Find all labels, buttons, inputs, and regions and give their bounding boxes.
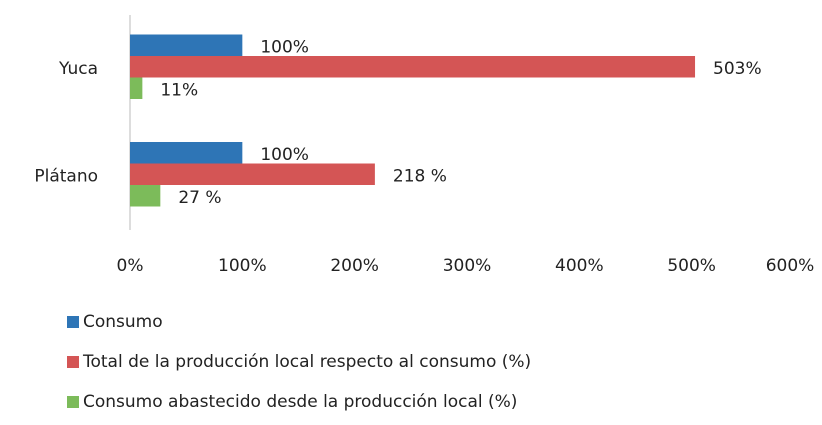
bar	[130, 142, 243, 164]
bar	[130, 34, 243, 56]
bar	[130, 163, 375, 185]
x-tick-label: 400%	[555, 256, 604, 276]
legend-swatch	[67, 316, 79, 328]
value-label: 100%	[260, 37, 309, 57]
legend-label: Consumo	[83, 312, 163, 332]
y-tick-label: Yuca	[58, 59, 98, 79]
bar	[130, 185, 161, 207]
x-tick-label: 100%	[218, 256, 267, 276]
value-label: 27 %	[178, 188, 221, 208]
x-tick-label: 0%	[117, 256, 144, 276]
x-tick-label: 300%	[443, 256, 492, 276]
legend-label: Consumo abastecido desde la producción l…	[83, 392, 517, 412]
value-label: 100%	[260, 145, 309, 165]
value-label: 11%	[160, 80, 198, 100]
y-tick-label: Plátano	[34, 166, 98, 186]
bar	[130, 56, 696, 78]
legend-swatch	[67, 356, 79, 368]
x-tick-label: 200%	[330, 256, 379, 276]
value-label: 218 %	[393, 166, 447, 186]
legend-label: Total de la producción local respecto al…	[82, 352, 531, 372]
value-label: 503%	[713, 59, 762, 79]
bar	[130, 77, 143, 99]
x-tick-label: 500%	[667, 256, 716, 276]
legend-swatch	[67, 396, 79, 408]
x-tick-label: 600%	[766, 256, 815, 276]
